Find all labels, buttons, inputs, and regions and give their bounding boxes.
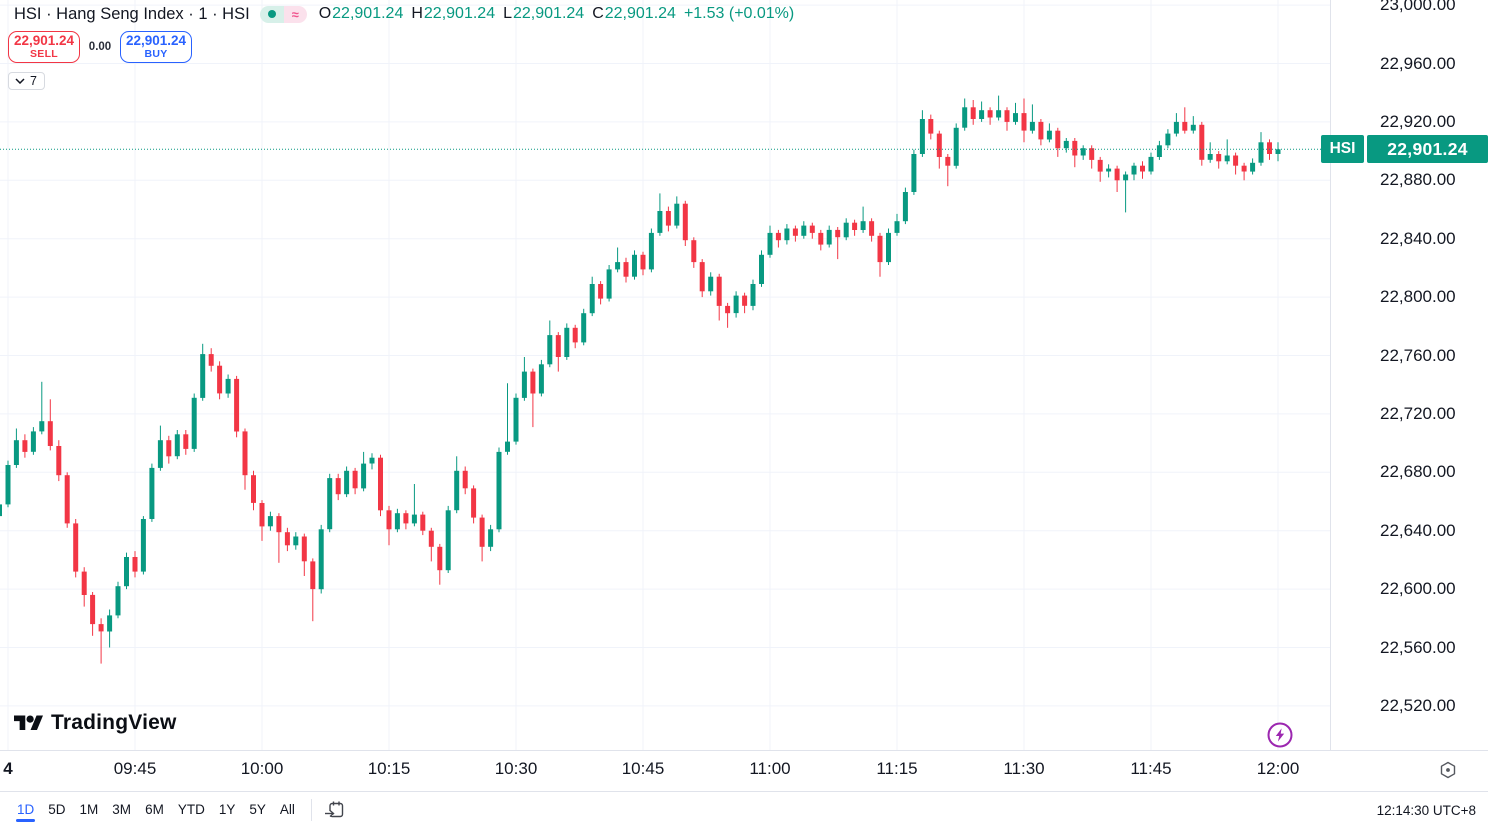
buy-price: 22,901.24 — [125, 33, 187, 48]
range-button-ytd[interactable]: YTD — [171, 797, 212, 824]
range-button-1y[interactable]: 1Y — [212, 797, 243, 824]
close-value: 22,901.24 — [604, 5, 676, 22]
time-axis-label: 12:00 — [1256, 759, 1300, 778]
tradingview-logo-text: TradingView — [51, 711, 177, 734]
price-axis-label: 22,920.00 — [1380, 111, 1456, 131]
price-axis-label: 22,600.00 — [1380, 579, 1456, 599]
time-axis-label: 10:00 — [240, 759, 284, 778]
price-axis-label: 22,760.00 — [1380, 345, 1456, 365]
range-button-1d[interactable]: 1D — [10, 797, 41, 824]
symbol-title[interactable]: HSI · Hang Seng Index · 1 · HSI — [14, 4, 250, 23]
price-axis-label: 22,680.00 — [1380, 462, 1456, 482]
time-axis-label: 11:00 — [749, 759, 791, 778]
low-value: 22,901.24 — [513, 5, 585, 22]
range-button-5y[interactable]: 5Y — [242, 797, 273, 824]
time-axis-label: 10:45 — [621, 759, 665, 778]
go-to-date-button[interactable] — [321, 797, 348, 824]
current-price-tag: HSI 22,901.24 — [1321, 135, 1488, 164]
time-axis-label: 09:45 — [113, 759, 157, 778]
price-axis-label: 22,520.00 — [1380, 695, 1456, 715]
price-axis-label: 22,800.00 — [1380, 287, 1456, 307]
price-axis-label: 22,880.00 — [1380, 170, 1456, 190]
time-axis-label: 4 — [3, 759, 13, 778]
price-axis-label: 22,720.00 — [1380, 403, 1456, 423]
price-axis-label: 22,560.00 — [1380, 637, 1456, 657]
current-price-badge: 22,901.24 — [1367, 135, 1488, 164]
high-value: 22,901.24 — [423, 5, 496, 22]
price-axis-label: 23,000.00 — [1380, 0, 1456, 15]
buy-label: BUY — [144, 48, 168, 60]
close-label: C — [592, 5, 604, 22]
low-label: L — [503, 5, 512, 22]
calendar-goto-icon — [324, 801, 344, 817]
range-button-3m[interactable]: 3M — [105, 797, 138, 824]
price-axis-label: 22,840.00 — [1380, 228, 1456, 248]
current-symbol-badge: HSI — [1321, 135, 1364, 164]
price-axis-label: 22,960.00 — [1380, 53, 1456, 73]
delayed-data-icon: ≈ — [283, 5, 307, 23]
chevron-down-icon — [15, 78, 25, 84]
time-axis-label: 11:45 — [1130, 759, 1172, 778]
open-value: 22,901.24 — [332, 5, 404, 22]
chart-settings-icon[interactable] — [1437, 759, 1459, 781]
high-label: H — [411, 5, 423, 22]
indicator-count: 7 — [30, 74, 37, 88]
lightning-bolt-icon — [1267, 722, 1293, 748]
change-value: +1.53 (+0.01%) — [683, 5, 795, 22]
time-axis-label: 11:30 — [1003, 759, 1045, 778]
price-axis-label: 22,640.00 — [1380, 520, 1456, 540]
market-open-dot-icon — [259, 5, 284, 23]
range-button-1m[interactable]: 1M — [73, 797, 106, 824]
time-axis-label: 10:15 — [367, 759, 411, 778]
sell-button[interactable]: 22,901.24 SELL — [8, 31, 80, 63]
open-label: O — [318, 5, 332, 22]
range-button-6m[interactable]: 6M — [138, 797, 171, 824]
ohlc-values: O 22,901.24 H 22,901.24 L 22,901.24 C 22,901… — [319, 5, 795, 23]
time-axis[interactable]: 4 09:45 10:00 10:15 10:30 10:45 11:00 11:15 11:3… — [0, 750, 1488, 791]
price-axis[interactable]: 23,000.00 22,960.00 22,920.00 22,880.00 22,8… — [1330, 0, 1488, 750]
date-range-switcher: 1D 5D 1M 3M 6M YTD 1Y 5Y All — [10, 797, 302, 824]
tradingview-logo[interactable]: TradingView — [14, 711, 177, 735]
chart-legend: HSI · Hang Seng Index · 1 · HSI ≈ O 22,90… — [8, 4, 794, 90]
toolbar-divider — [310, 799, 312, 821]
spread-value: 0.00 — [88, 41, 112, 53]
bottom-toolbar: 1D 5D 1M 3M 6M YTD 1Y 5Y All 12:14:30 UTC+8 — [0, 791, 1488, 828]
sell-label: SELL — [29, 48, 59, 60]
range-button-all[interactable]: All — [273, 797, 302, 824]
legend-collapse-button[interactable]: 7 — [8, 72, 45, 90]
range-button-5d[interactable]: 5D — [41, 797, 72, 824]
candlestick-chart[interactable] — [0, 0, 1330, 750]
time-axis-label: 11:15 — [876, 759, 918, 778]
time-axis-label: 10:30 — [494, 759, 538, 778]
market-status-badge[interactable]: ≈ — [259, 5, 307, 23]
chart-pane[interactable]: TradingView — [0, 0, 1330, 750]
sell-price: 22,901.24 — [13, 33, 75, 48]
buy-button[interactable]: 22,901.24 BUY — [120, 31, 192, 63]
instant-data-icon[interactable] — [1266, 721, 1294, 749]
tradingview-logo-icon — [14, 714, 43, 730]
timezone-clock[interactable]: 12:14:30 UTC+8 — [1376, 802, 1476, 818]
